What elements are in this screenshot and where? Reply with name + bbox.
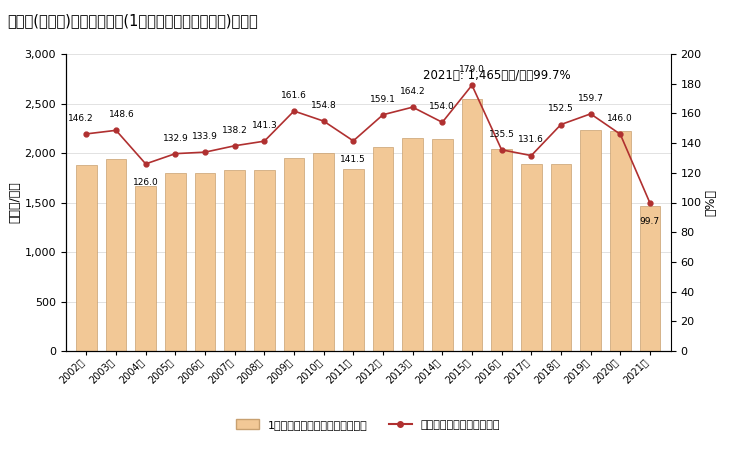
Text: 131.6: 131.6	[518, 135, 545, 144]
Bar	[580, 130, 601, 351]
Text: 99.7: 99.7	[640, 217, 660, 226]
Text: 179.0: 179.0	[459, 65, 485, 74]
Text: 益城町(熊本県)の労働生産性(1人当たり粗付加価値額)の推移: 益城町(熊本県)の労働生産性(1人当たり粗付加価値額)の推移	[7, 14, 258, 28]
Bar	[373, 147, 394, 351]
対全国比（右軸）（右軸）	[467, 82, 476, 88]
Bar	[610, 131, 631, 351]
Text: 2021年: 1,465万円/人，99.7%: 2021年: 1,465万円/人，99.7%	[423, 69, 570, 82]
Text: 135.5: 135.5	[488, 130, 515, 139]
対全国比（右軸）（右軸）	[349, 138, 358, 144]
Bar	[402, 138, 423, 351]
対全国比（右軸）（右軸）	[230, 143, 239, 148]
対全国比（右軸）（右軸）	[646, 200, 655, 206]
Bar	[639, 206, 660, 351]
Bar	[76, 165, 97, 351]
Bar	[195, 173, 215, 351]
対全国比（右軸）（右軸）	[378, 112, 387, 117]
対全国比（右軸）（右軸）	[616, 131, 625, 137]
対全国比（右軸）（右軸）	[200, 149, 209, 155]
Text: 141.5: 141.5	[340, 155, 366, 164]
Text: 138.2: 138.2	[222, 126, 248, 135]
対全国比（右軸）（右軸）	[82, 131, 90, 137]
対全国比（右軸）（右軸）	[319, 118, 328, 124]
Bar	[461, 99, 483, 351]
Bar	[343, 169, 364, 351]
Bar	[521, 164, 542, 351]
対全国比（右軸）（右軸）	[112, 128, 120, 133]
Text: 161.6: 161.6	[281, 91, 307, 100]
Text: 141.3: 141.3	[252, 121, 277, 130]
対全国比（右軸）（右軸）	[556, 122, 565, 127]
Bar	[254, 171, 275, 351]
対全国比（右軸）（右軸）	[527, 153, 536, 158]
対全国比（右軸）（右軸）	[586, 111, 595, 117]
Text: 159.7: 159.7	[577, 94, 604, 103]
Text: 133.9: 133.9	[192, 132, 218, 141]
対全国比（右軸）（右軸）	[408, 104, 417, 110]
Text: 159.1: 159.1	[370, 94, 396, 104]
対全国比（右軸）（右軸）	[171, 151, 180, 156]
Text: 132.9: 132.9	[163, 134, 188, 143]
Legend: 1人当たり粗付加価値額（左軸）, 対全国比（右軸）（右軸）: 1人当たり粗付加価値額（左軸）, 対全国比（右軸）（右軸）	[232, 415, 504, 435]
Text: 154.8: 154.8	[311, 101, 337, 110]
Bar	[284, 158, 305, 351]
Text: 148.6: 148.6	[109, 110, 134, 119]
Text: 126.0: 126.0	[133, 178, 159, 187]
Y-axis label: ［%］: ［%］	[704, 189, 717, 216]
Bar	[432, 139, 453, 351]
Line: 対全国比（右軸）（右軸）: 対全国比（右軸）（右軸）	[84, 83, 652, 205]
Text: 164.2: 164.2	[399, 87, 426, 96]
Bar	[550, 164, 572, 351]
Text: 152.5: 152.5	[548, 104, 574, 113]
Bar	[491, 148, 512, 351]
Text: 146.2: 146.2	[68, 114, 93, 123]
対全国比（右軸）（右軸）	[141, 161, 150, 166]
対全国比（右軸）（右軸）	[289, 108, 298, 114]
Bar	[225, 170, 245, 351]
Text: 146.0: 146.0	[607, 114, 633, 123]
対全国比（右軸）（右軸）	[497, 147, 506, 153]
Bar	[106, 159, 126, 351]
対全国比（右軸）（右軸）	[438, 120, 447, 125]
Bar	[313, 153, 334, 351]
Y-axis label: ［万円/人］: ［万円/人］	[9, 182, 21, 223]
対全国比（右軸）（右軸）	[260, 139, 269, 144]
Bar	[136, 186, 156, 351]
Text: 154.0: 154.0	[429, 102, 455, 111]
Bar	[165, 173, 186, 351]
